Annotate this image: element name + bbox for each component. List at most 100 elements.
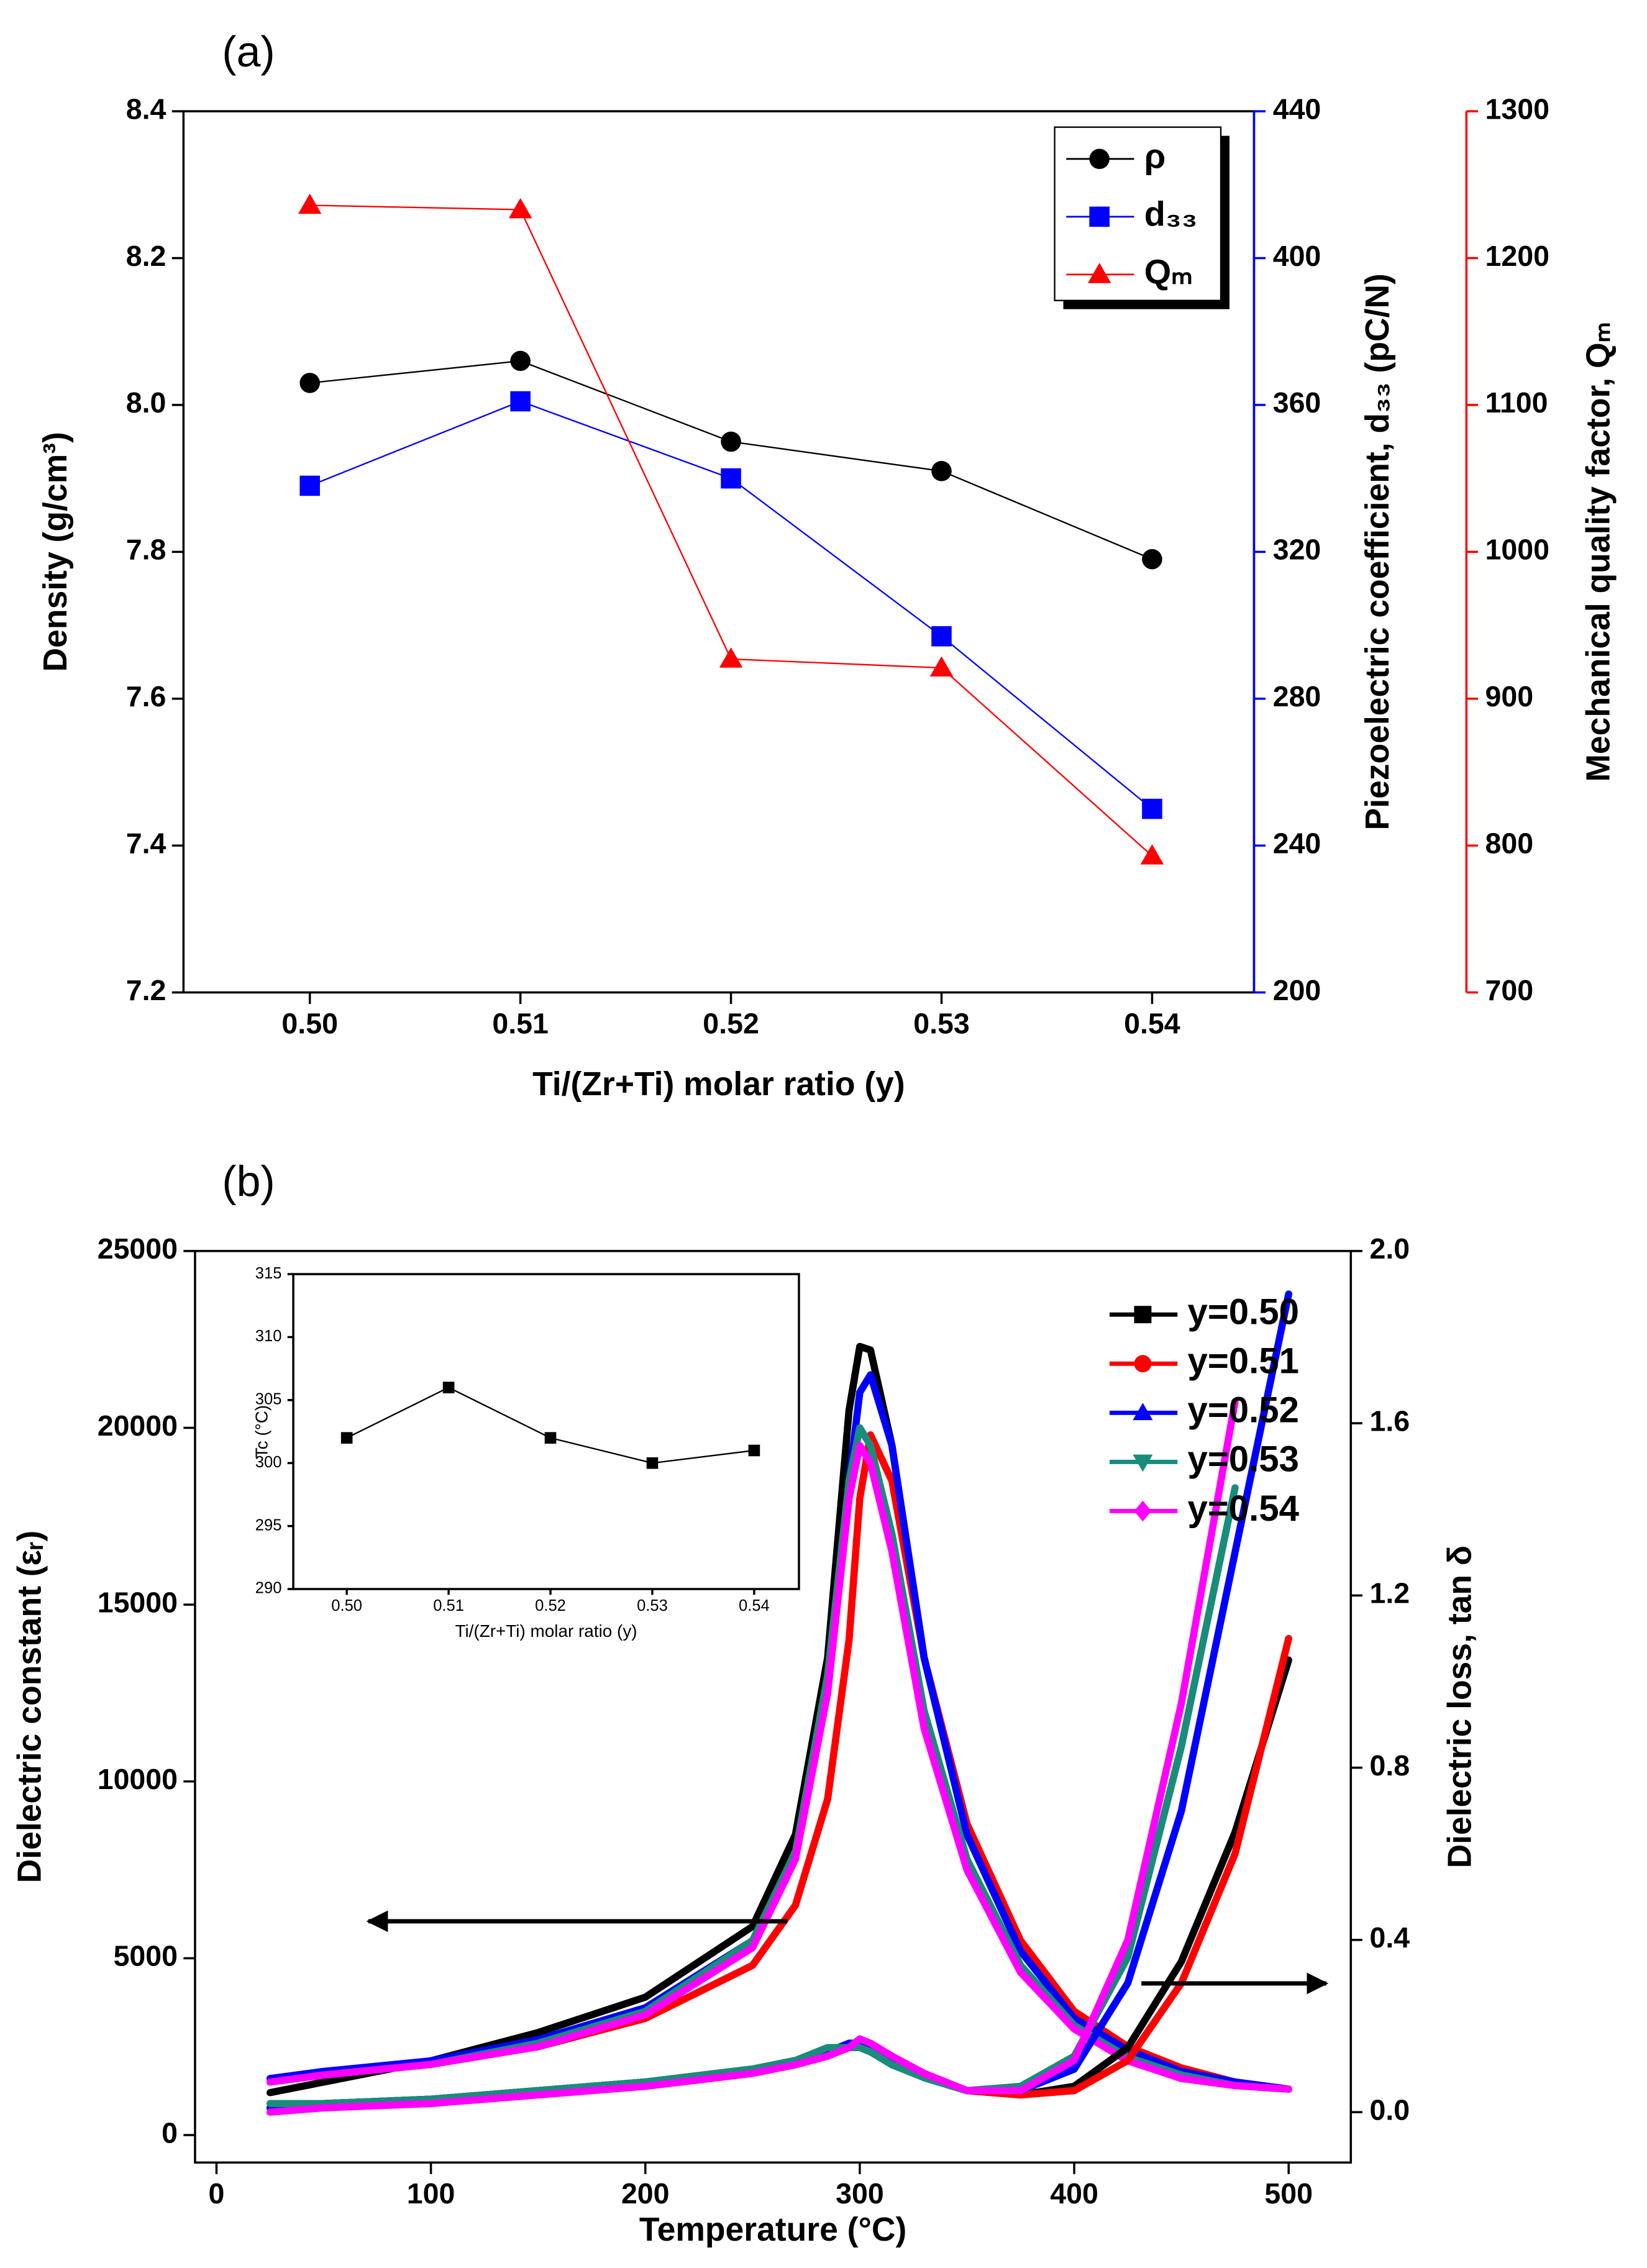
marker [508, 198, 532, 219]
y3-tick-label: 1100 [1485, 386, 1548, 419]
y-axis-label: Dielectric constant (εᵣ) [11, 1531, 48, 1883]
marker [1133, 1403, 1153, 1421]
x-tick-label: 0.53 [637, 1597, 668, 1614]
y-tick-label: 0 [162, 2116, 178, 2149]
marker [721, 468, 741, 489]
marker [510, 391, 531, 412]
y3-tick-label: 800 [1485, 827, 1534, 859]
marker [299, 373, 320, 393]
marker [646, 1457, 659, 1469]
panel-label: (a) [222, 27, 275, 76]
x-tick-label: 0.50 [281, 1007, 338, 1039]
legend-label: y=0.50 [1188, 1292, 1299, 1332]
marker [1142, 798, 1162, 819]
y3-tick-label: 900 [1485, 680, 1534, 713]
x-tick-label: 400 [1050, 2177, 1098, 2210]
marker [1134, 1355, 1152, 1373]
x-tick-label: 0 [209, 2177, 225, 2210]
y2-tick-label: 0.4 [1370, 1921, 1410, 1954]
legend-label: y=0.54 [1188, 1488, 1300, 1529]
y3-axis-label: Mechanical quality factor, Qₘ [1581, 322, 1617, 782]
y-tick-label: 315 [255, 1265, 282, 1282]
y-tick-label: 7.4 [126, 827, 167, 859]
x-tick-label: 0.53 [913, 1007, 970, 1039]
y3-tick-label: 1300 [1485, 93, 1549, 125]
marker [748, 1444, 760, 1457]
y-axis-label: Density (g/cm³) [37, 432, 74, 672]
x-tick-label: 0.52 [703, 1007, 759, 1039]
y2-tick-label: 360 [1273, 386, 1321, 419]
y-tick-label: 10000 [98, 1763, 178, 1795]
y-tick-label: 8.4 [126, 93, 167, 125]
series-line [266, 1398, 1239, 2116]
x-tick-label: 0.54 [739, 1597, 770, 1614]
y-tick-label: 290 [255, 1580, 282, 1597]
marker [1089, 206, 1110, 227]
y2-tick-label: 1.6 [1370, 1405, 1410, 1437]
y-tick-label: 8.2 [126, 240, 167, 272]
x-tick-label: 0.54 [1124, 1007, 1180, 1039]
panel-label: (b) [222, 1157, 275, 1205]
y2-tick-label: 200 [1273, 974, 1321, 1006]
marker [1142, 549, 1162, 570]
y-tick-label: 305 [255, 1391, 282, 1408]
y2-tick-label: 0.0 [1370, 2093, 1410, 2126]
y2-tick-label: 400 [1273, 240, 1321, 272]
marker [298, 193, 322, 214]
marker [721, 431, 741, 452]
y2-tick-label: 0.8 [1370, 1749, 1410, 1782]
marker [544, 1432, 557, 1444]
y2-tick-label: 280 [1273, 680, 1321, 713]
y-tick-label: 20000 [98, 1410, 178, 1442]
legend-box [1054, 126, 1222, 301]
x-tick-label: 100 [407, 2177, 455, 2210]
charts: 7.2 7.4 7.6 7.8 8.0 8.2 8.4 0.50 0.51 0.52 0.53 0.5… [11, 27, 1617, 2248]
y-tick-label: 295 [255, 1516, 282, 1534]
marker [510, 350, 531, 371]
marker [1134, 1500, 1152, 1522]
legend-label: y=0.51 [1188, 1341, 1299, 1382]
plot-frame [292, 1273, 800, 1590]
y2-tick-label: 320 [1273, 534, 1321, 566]
marker [929, 656, 954, 676]
legend-label: ρ [1144, 137, 1166, 176]
x-tick-label: 0.52 [535, 1597, 566, 1614]
legend-label: d₃₃ [1144, 194, 1198, 234]
x-tick-label: 500 [1264, 2177, 1313, 2210]
y-tick-label: 7.2 [126, 974, 167, 1006]
marker [1133, 1454, 1153, 1472]
x-axis-label: Ti/(Zr+Ti) molar ratio (y) [455, 1621, 637, 1641]
chart: 7.2 7.4 7.6 7.8 8.0 8.2 8.4 0.50 0.51 0.52 0.53 0.5… [37, 27, 1617, 1103]
marker [442, 1382, 455, 1393]
y3-tick-label: 1200 [1485, 240, 1549, 272]
y-axis-label: Tc (°C) [252, 1405, 271, 1459]
y2-tick-label: 1.2 [1370, 1577, 1410, 1610]
y-tick-label: 25000 [98, 1232, 178, 1265]
y-tick-label: 310 [255, 1328, 282, 1345]
y2-axis-label: Piezoelectric coefficient, d₃₃ (pC/N) [1359, 273, 1396, 830]
y3-tick-label: 1000 [1485, 534, 1549, 566]
y-tick-label: 300 [255, 1454, 282, 1471]
marker [719, 647, 743, 668]
y-tick-label: 7.6 [126, 680, 167, 713]
y2-tick-label: 2.0 [1370, 1232, 1410, 1265]
x-axis-label: Temperature (°C) [639, 2211, 906, 2248]
marker [1089, 148, 1110, 170]
y3-tick-label: 700 [1485, 974, 1534, 1006]
chart: 290 295 300 305 310 315 0.50 0.51 0.52 0.53 0.54 Tc… [252, 1265, 800, 1641]
marker [1087, 263, 1111, 283]
y2-tick-label: 240 [1273, 827, 1321, 859]
y2-tick-label: 440 [1273, 93, 1321, 125]
marker [1140, 844, 1164, 865]
y-tick-label: 15000 [98, 1586, 178, 1618]
legend-label: Qₘ [1144, 252, 1193, 291]
chart: 0 5000 10000 15000 20000 25000 0 100 200 300 400 50… [11, 1157, 1478, 2248]
x-tick-label: 300 [836, 2177, 884, 2210]
marker [1134, 1306, 1152, 1324]
x-axis-label: Ti/(Zr+Ti) molar ratio (y) [532, 1066, 905, 1103]
x-tick-label: 200 [621, 2177, 670, 2210]
marker [931, 461, 952, 481]
